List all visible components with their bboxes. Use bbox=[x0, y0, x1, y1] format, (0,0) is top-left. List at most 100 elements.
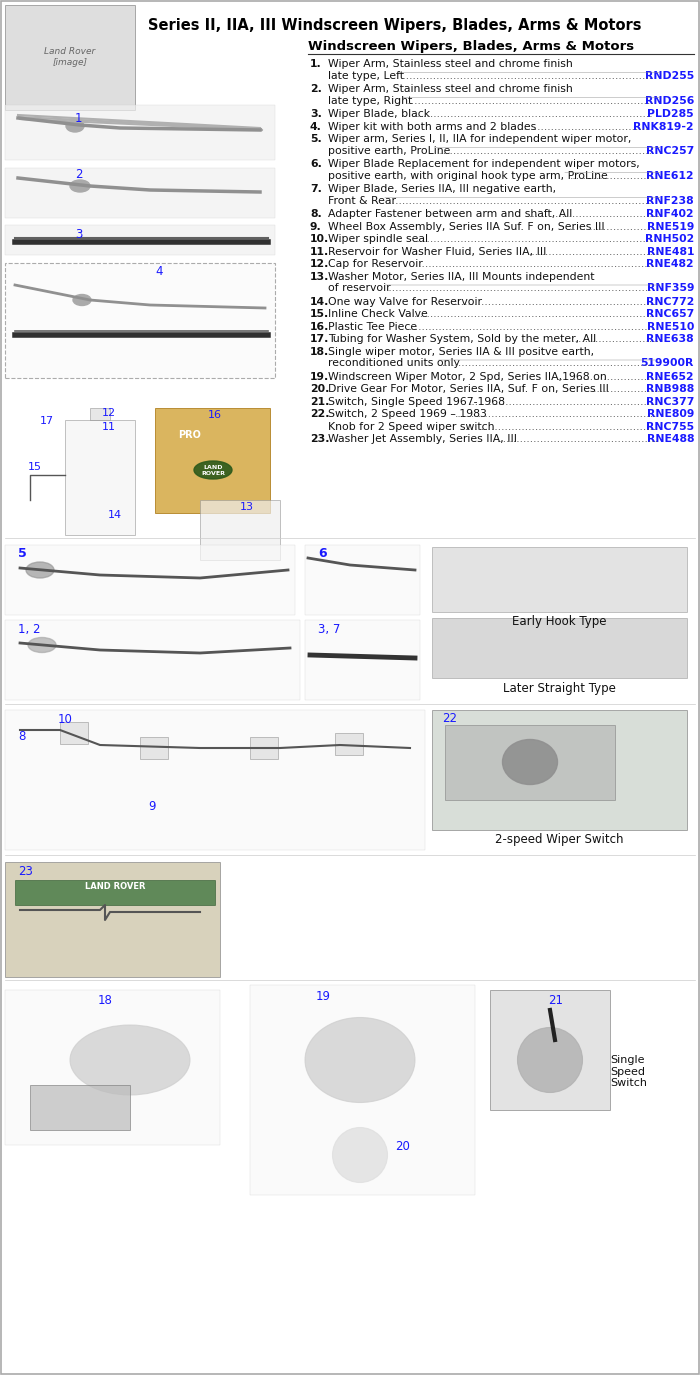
Text: ............................................: ........................................… bbox=[501, 121, 650, 132]
Text: Wiper kit with both arms and 2 blades: Wiper kit with both arms and 2 blades bbox=[328, 121, 536, 132]
Text: 8.: 8. bbox=[310, 209, 322, 219]
Text: .........................................................................: ........................................… bbox=[410, 258, 656, 270]
Text: 17.: 17. bbox=[310, 334, 330, 344]
Ellipse shape bbox=[332, 1128, 388, 1182]
Text: One way Valve for Reservoir: One way Valve for Reservoir bbox=[328, 297, 482, 307]
Text: RNE638: RNE638 bbox=[646, 334, 694, 344]
Text: .......................................................................: ........................................… bbox=[414, 309, 653, 319]
Text: positive earth, with original hook type arm, ProLine: positive earth, with original hook type … bbox=[328, 170, 608, 180]
Bar bbox=[5, 6, 135, 110]
Text: Series II, IIA, III Windscreen Wipers, Blades, Arms & Motors: Series II, IIA, III Windscreen Wipers, B… bbox=[148, 18, 641, 33]
Text: RNC377: RNC377 bbox=[645, 396, 694, 407]
Text: 4: 4 bbox=[155, 265, 162, 278]
Text: 13: 13 bbox=[240, 502, 254, 512]
Text: Adapter Fastener between arm and shaft, All: Adapter Fastener between arm and shaft, … bbox=[328, 209, 573, 219]
Text: ................................: ................................ bbox=[552, 334, 660, 344]
Text: .......................................................................: ........................................… bbox=[414, 234, 653, 243]
Text: PLD285: PLD285 bbox=[648, 109, 694, 120]
Text: LAND ROVER: LAND ROVER bbox=[85, 881, 146, 891]
Text: 17: 17 bbox=[40, 417, 54, 426]
Text: ...............................................................................: ........................................… bbox=[386, 195, 653, 205]
Text: 519900R: 519900R bbox=[640, 358, 694, 368]
Text: ..........................................................................: ........................................… bbox=[405, 95, 654, 106]
Bar bbox=[445, 725, 615, 800]
Text: 23: 23 bbox=[18, 865, 33, 879]
Text: 6: 6 bbox=[318, 547, 327, 560]
Text: Inline Check Valve: Inline Check Valve bbox=[328, 309, 428, 319]
Text: .........................................................: ........................................… bbox=[464, 422, 657, 432]
Text: 11: 11 bbox=[102, 422, 116, 432]
Text: 10: 10 bbox=[58, 714, 73, 726]
Text: Wiper Arm, Stainless steel and chrome finish: Wiper Arm, Stainless steel and chrome fi… bbox=[328, 59, 573, 69]
Bar bbox=[305, 620, 420, 700]
Bar bbox=[60, 722, 88, 744]
Text: 14.: 14. bbox=[310, 297, 330, 307]
Text: Wiper Blade Replacement for independent wiper motors,: Wiper Blade Replacement for independent … bbox=[328, 160, 640, 169]
Text: Later Straight Type: Later Straight Type bbox=[503, 682, 615, 694]
Text: Wiper spindle seal: Wiper spindle seal bbox=[328, 234, 428, 243]
Text: 16.: 16. bbox=[310, 322, 330, 331]
Text: RNB988: RNB988 bbox=[645, 384, 694, 395]
Text: RNF238: RNF238 bbox=[646, 195, 694, 205]
Ellipse shape bbox=[66, 120, 84, 132]
Text: 21.: 21. bbox=[310, 396, 330, 407]
Text: RNC772: RNC772 bbox=[645, 297, 694, 307]
Text: RNE481: RNE481 bbox=[647, 246, 694, 257]
Text: RND256: RND256 bbox=[645, 95, 694, 106]
Text: ..........................: .......................... bbox=[570, 170, 658, 180]
Ellipse shape bbox=[305, 1018, 415, 1103]
Text: RNK819-2: RNK819-2 bbox=[634, 121, 694, 132]
Text: 9: 9 bbox=[148, 800, 155, 813]
Bar bbox=[250, 984, 475, 1195]
Text: RNC755: RNC755 bbox=[646, 422, 694, 432]
Text: RNC657: RNC657 bbox=[645, 309, 694, 319]
Text: 7.: 7. bbox=[310, 184, 322, 194]
Text: late type, Right: late type, Right bbox=[328, 95, 412, 106]
Text: 2: 2 bbox=[75, 168, 83, 182]
Text: ...........................................................................: ........................................… bbox=[400, 70, 653, 81]
Bar bbox=[5, 862, 220, 978]
Text: Wiper arm, Series I, II, IIA for independent wiper motor,: Wiper arm, Series I, II, IIA for indepen… bbox=[328, 133, 631, 144]
Text: RNE488: RNE488 bbox=[647, 434, 694, 444]
Text: 15.: 15. bbox=[310, 309, 329, 319]
Bar bbox=[490, 990, 610, 1110]
Text: 5: 5 bbox=[18, 547, 27, 560]
Text: 12: 12 bbox=[102, 408, 116, 418]
Text: Switch, 2 Speed 1969 – 1983: Switch, 2 Speed 1969 – 1983 bbox=[328, 408, 487, 419]
Text: reconditioned units only: reconditioned units only bbox=[328, 358, 460, 368]
Text: .......................................................................: ........................................… bbox=[414, 109, 653, 120]
Ellipse shape bbox=[73, 294, 91, 305]
Text: PRO: PRO bbox=[178, 430, 202, 440]
Text: Early Hook Type: Early Hook Type bbox=[512, 615, 606, 628]
Text: 9.: 9. bbox=[310, 221, 322, 231]
Bar bbox=[5, 620, 300, 700]
Text: 11.: 11. bbox=[310, 246, 329, 257]
Text: Tubing for Washer System, Sold by the meter, All: Tubing for Washer System, Sold by the me… bbox=[328, 334, 596, 344]
Text: ............................................................: ........................................… bbox=[455, 408, 658, 419]
Bar bbox=[200, 500, 280, 560]
Text: RNF359: RNF359 bbox=[647, 283, 694, 293]
Text: RNE482: RNE482 bbox=[646, 258, 694, 270]
Bar bbox=[5, 226, 275, 254]
Bar bbox=[305, 544, 420, 615]
Text: 18.: 18. bbox=[310, 346, 329, 356]
Text: RNE519: RNE519 bbox=[647, 221, 694, 231]
Text: ........................................................: ........................................… bbox=[469, 396, 658, 407]
Ellipse shape bbox=[517, 1027, 582, 1093]
Ellipse shape bbox=[26, 562, 54, 578]
Text: 14: 14 bbox=[108, 510, 122, 520]
Text: 2-speed Wiper Switch: 2-speed Wiper Switch bbox=[495, 833, 623, 846]
Text: 22.: 22. bbox=[310, 408, 330, 419]
Text: 1.: 1. bbox=[310, 59, 322, 69]
Text: LAND
ROVER: LAND ROVER bbox=[201, 465, 225, 476]
Text: late type, Left: late type, Left bbox=[328, 70, 404, 81]
Text: 8: 8 bbox=[18, 730, 25, 742]
Bar bbox=[155, 408, 270, 513]
Text: 20: 20 bbox=[395, 1140, 410, 1154]
Text: 3, 7: 3, 7 bbox=[318, 623, 340, 637]
Ellipse shape bbox=[28, 638, 56, 653]
Text: Reservoir for Washer Fluid, Series IIA, III: Reservoir for Washer Fluid, Series IIA, … bbox=[328, 246, 547, 257]
Text: RNF402: RNF402 bbox=[646, 209, 694, 219]
Text: 23.: 23. bbox=[310, 434, 330, 444]
Text: Land Rover
[image]: Land Rover [image] bbox=[44, 47, 96, 67]
